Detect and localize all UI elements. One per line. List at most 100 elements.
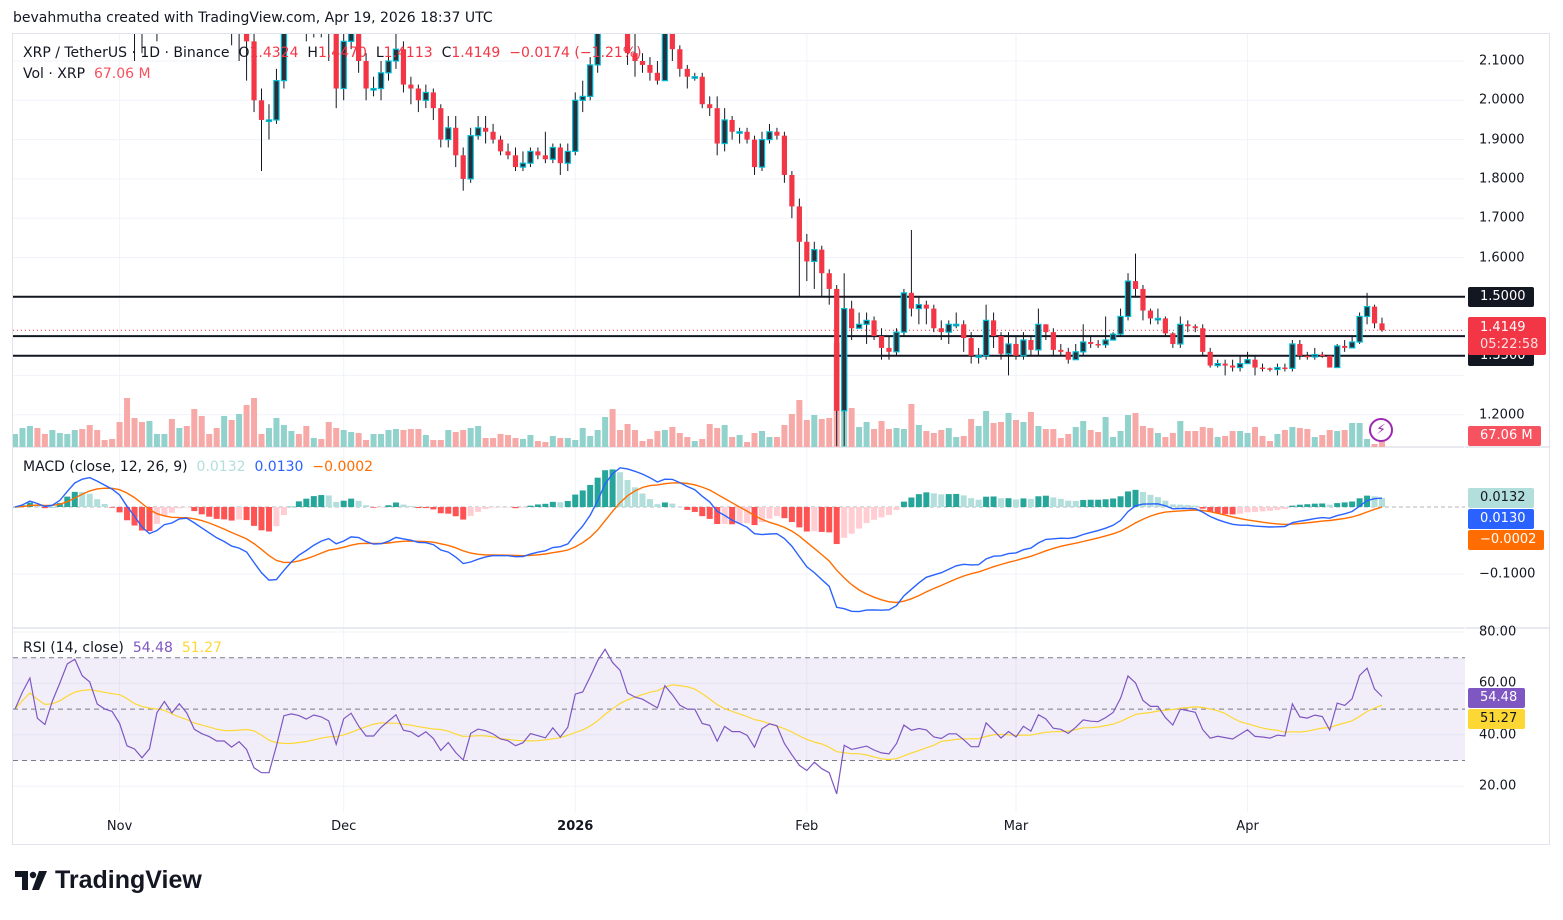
volume-bar: [1199, 427, 1206, 447]
candle-down: [512, 155, 519, 168]
chart-frame: [12, 33, 1550, 845]
volume-bar: [303, 426, 310, 447]
macd-histogram-bar: [191, 507, 198, 512]
symbol-title[interactable]: XRP / TetherUS · 1D · Binance: [23, 45, 230, 61]
candle-up: [915, 304, 923, 310]
volume-bar: [295, 434, 302, 447]
candle-up: [1102, 339, 1109, 346]
volume-bar: [1244, 433, 1251, 447]
macd-histogram-bar: [265, 507, 272, 532]
volume-bar: [101, 440, 108, 447]
macd-histogram-bar: [1259, 507, 1266, 512]
volume-bar: [646, 439, 653, 447]
volume-bar: [1289, 427, 1296, 447]
volume-bar: [370, 434, 377, 447]
rsi-title[interactable]: RSI (14, close): [23, 640, 124, 656]
candle-down: [1259, 367, 1266, 370]
macd-histogram-bar: [1214, 507, 1221, 514]
volume-bar: [639, 441, 646, 447]
volume-bar: [71, 430, 78, 447]
horizontal-levels[interactable]: [13, 295, 1465, 357]
macd-histogram-bar: [310, 496, 317, 507]
volume-bar: [1080, 421, 1087, 447]
volume-label[interactable]: Vol · XRP: [23, 66, 86, 82]
volume-bar: [572, 440, 579, 447]
macd-histogram-bar: [437, 507, 444, 514]
macd-histogram-bar: [953, 493, 960, 507]
macd-histogram-bar: [564, 500, 571, 507]
volume-bar: [475, 426, 482, 447]
candle-up: [1333, 345, 1341, 369]
volume-bar: [654, 431, 661, 447]
volume-bar: [542, 442, 549, 447]
volume-bar: [893, 428, 900, 447]
macd-histogram-bar: [363, 505, 370, 507]
macd-histogram-bar: [549, 501, 556, 507]
macd-histogram-bar: [945, 494, 952, 507]
volume-bar: [310, 438, 317, 447]
macd-legend: MACD (close, 12, 26, 9) 0.0132 0.0130 −0…: [23, 459, 373, 475]
candle-up: [586, 64, 594, 97]
candle-down: [632, 53, 638, 61]
macd-histogram-bar: [280, 507, 287, 516]
volume-bar: [191, 409, 198, 447]
candle-down: [834, 288, 840, 411]
macd-histogram-bar: [781, 507, 788, 519]
volume-bar: [878, 421, 885, 447]
volume-bar: [1042, 429, 1049, 447]
volume-legend: Vol · XRP 67.06 M: [23, 66, 151, 82]
candle-down: [1162, 318, 1168, 334]
candle-down: [326, 26, 331, 34]
volume-bar: [452, 432, 459, 447]
candle-down: [1013, 343, 1019, 356]
bar-countdown: 05:22:58: [1480, 337, 1539, 353]
volume-bar: [1341, 430, 1348, 447]
macd-histogram-bar: [512, 507, 519, 509]
volume-bar: [781, 425, 788, 447]
tradingview-logo[interactable]: TradingView: [15, 866, 202, 895]
candle-up: [1311, 353, 1318, 358]
macd-histogram-bar: [519, 507, 526, 508]
macd-histogram-bar: [998, 498, 1005, 507]
candle-up: [758, 139, 766, 168]
macd-histogram-bar: [370, 507, 377, 508]
volume-bar: [1326, 430, 1333, 447]
macd-value-label: 0.0130: [1468, 509, 1534, 529]
macd-histogram-bar: [587, 484, 594, 507]
volume-bar: [437, 440, 444, 447]
macd-histogram-bar: [699, 507, 706, 517]
macd-histogram-bar: [729, 507, 736, 525]
candle-down: [654, 72, 661, 81]
lightning-icon[interactable]: ⚡: [1369, 418, 1393, 442]
volume-bar: [176, 428, 183, 447]
volume-bar: [183, 426, 190, 447]
volume-bar: [1177, 421, 1184, 447]
candle-down: [804, 241, 810, 262]
volume-bar: [400, 430, 407, 447]
macd-histogram-bar: [863, 507, 870, 524]
macd-histogram-bar: [109, 507, 116, 508]
macd-histogram-bar: [475, 507, 482, 512]
volume-bar: [519, 439, 526, 447]
macd-hist-label: 0.0132: [1468, 488, 1534, 508]
rsi-pane: [13, 648, 1465, 795]
candle-down: [639, 61, 646, 65]
candle-up: [579, 95, 586, 101]
volume-bar: [1371, 444, 1378, 447]
candle-up: [564, 150, 571, 164]
macd-histogram-bar: [594, 477, 601, 507]
macd-histogram-bar: [221, 507, 228, 520]
macd-histogram-bar: [213, 507, 220, 519]
macd-title[interactable]: MACD (close, 12, 26, 9): [23, 459, 188, 475]
macd-histogram-bar: [295, 501, 302, 507]
macd-histogram-bar: [983, 496, 990, 507]
volume-bar: [1027, 412, 1034, 447]
price-tick-label: 1.6000: [1479, 250, 1525, 265]
macd-histogram-bar: [572, 494, 579, 507]
candle-up: [1109, 333, 1117, 341]
volume-bar: [168, 419, 175, 447]
volume-bar: [1125, 415, 1132, 447]
macd-histogram-bar: [990, 496, 997, 507]
volume-bar: [325, 422, 332, 447]
